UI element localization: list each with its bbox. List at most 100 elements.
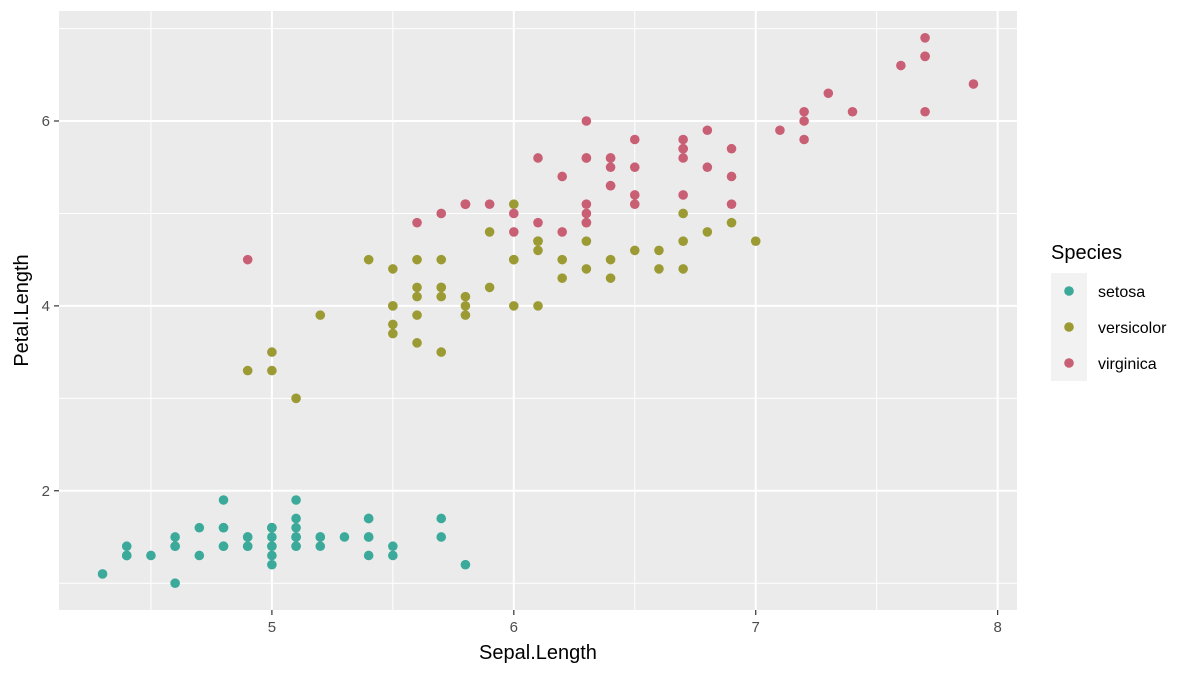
data-point-setosa — [121, 541, 132, 552]
x-axis: 5 6 7 8 — [268, 610, 1002, 636]
data-point-setosa — [363, 513, 374, 524]
data-point-versicolor — [460, 310, 471, 320]
x-tick-label: 6 — [510, 619, 518, 636]
x-tick-label: 7 — [752, 619, 760, 636]
data-point-setosa — [291, 495, 301, 505]
y-axis: 2 4 6 — [42, 113, 59, 500]
data-point-virginica — [678, 143, 688, 154]
data-point-versicolor — [460, 301, 471, 311]
data-point-versicolor — [509, 301, 519, 311]
x-tick-label: 8 — [993, 619, 1001, 636]
data-point-versicolor — [388, 264, 398, 274]
data-point-setosa — [146, 550, 156, 561]
data-point-setosa — [218, 541, 229, 552]
data-point-versicolor — [460, 291, 471, 302]
data-point-virginica — [920, 51, 930, 62]
legend-label-versicolor: versicolor — [1098, 320, 1167, 337]
data-point-setosa — [436, 532, 447, 542]
data-point-setosa — [267, 522, 277, 533]
data-point-virginica — [509, 208, 519, 219]
data-point-setosa — [291, 513, 301, 524]
data-points — [97, 33, 979, 588]
data-point-setosa — [315, 541, 326, 552]
data-point-versicolor — [291, 393, 301, 404]
data-point-virginica — [678, 190, 688, 200]
y-axis-title: Petal.Length — [11, 254, 33, 366]
data-point-virginica — [605, 153, 616, 163]
data-point-virginica — [605, 162, 616, 173]
data-point-versicolor — [412, 338, 422, 348]
data-point-versicolor — [678, 208, 688, 219]
data-point-versicolor — [412, 254, 422, 265]
data-point-virginica — [629, 190, 640, 200]
legend-key-setosa — [1064, 286, 1074, 296]
data-point-versicolor — [581, 236, 592, 246]
data-point-versicolor — [533, 236, 543, 246]
data-point-setosa — [170, 541, 180, 552]
data-point-virginica — [799, 106, 809, 117]
data-point-virginica — [460, 199, 471, 209]
data-point-versicolor — [484, 282, 495, 293]
data-point-versicolor — [436, 347, 447, 357]
data-point-setosa — [121, 550, 132, 561]
data-point-versicolor — [412, 282, 422, 293]
data-point-setosa — [194, 550, 205, 561]
data-point-versicolor — [654, 245, 664, 256]
data-point-virginica — [920, 106, 930, 117]
data-point-virginica — [847, 106, 858, 117]
data-point-virginica — [823, 88, 834, 99]
x-axis-title: Sepal.Length — [479, 642, 597, 664]
legend-key-versicolor — [1064, 322, 1074, 332]
data-point-versicolor — [388, 301, 398, 311]
data-point-setosa — [291, 541, 301, 552]
x-tick-label: 5 — [268, 619, 276, 636]
y-tick-label: 4 — [42, 298, 50, 315]
data-point-versicolor — [412, 310, 422, 320]
data-point-virginica — [678, 153, 688, 163]
data-point-versicolor — [509, 254, 519, 265]
data-point-setosa — [267, 532, 277, 542]
data-point-virginica — [896, 60, 906, 71]
data-point-setosa — [363, 550, 374, 561]
data-point-setosa — [363, 532, 374, 542]
data-point-versicolor — [388, 328, 398, 339]
data-point-virginica — [484, 199, 495, 209]
legend: Species setosa versicolor virginica — [1051, 242, 1167, 381]
data-point-setosa — [194, 522, 205, 533]
data-point-versicolor — [509, 199, 519, 209]
data-point-virginica — [242, 254, 253, 265]
data-point-virginica — [605, 180, 616, 191]
data-point-virginica — [920, 33, 930, 43]
data-point-virginica — [436, 208, 447, 219]
data-point-versicolor — [267, 347, 277, 357]
data-point-virginica — [581, 208, 592, 219]
data-point-versicolor — [363, 254, 374, 265]
data-point-setosa — [267, 541, 277, 552]
data-point-virginica — [581, 217, 592, 228]
data-point-setosa — [267, 550, 277, 561]
data-point-versicolor — [750, 236, 761, 246]
data-point-virginica — [629, 134, 640, 145]
minor-grid — [59, 11, 1017, 610]
data-point-virginica — [533, 153, 543, 163]
data-point-setosa — [460, 559, 471, 570]
legend-items: setosa versicolor virginica — [1064, 284, 1167, 373]
data-point-versicolor — [436, 254, 447, 265]
data-point-setosa — [218, 522, 229, 533]
data-point-versicolor — [242, 365, 253, 376]
data-point-virginica — [557, 227, 567, 237]
data-point-versicolor — [581, 264, 592, 274]
data-point-virginica — [799, 116, 809, 126]
data-point-setosa — [436, 513, 447, 524]
data-point-versicolor — [436, 291, 447, 302]
data-point-virginica — [775, 125, 785, 136]
data-point-virginica — [557, 171, 567, 182]
data-point-virginica — [581, 199, 592, 209]
data-point-virginica — [678, 134, 688, 145]
data-point-versicolor — [605, 254, 616, 265]
data-point-setosa — [170, 578, 180, 588]
data-point-versicolor — [678, 236, 688, 246]
data-point-virginica — [581, 116, 592, 126]
data-point-setosa — [315, 532, 326, 542]
data-point-versicolor — [315, 310, 326, 320]
